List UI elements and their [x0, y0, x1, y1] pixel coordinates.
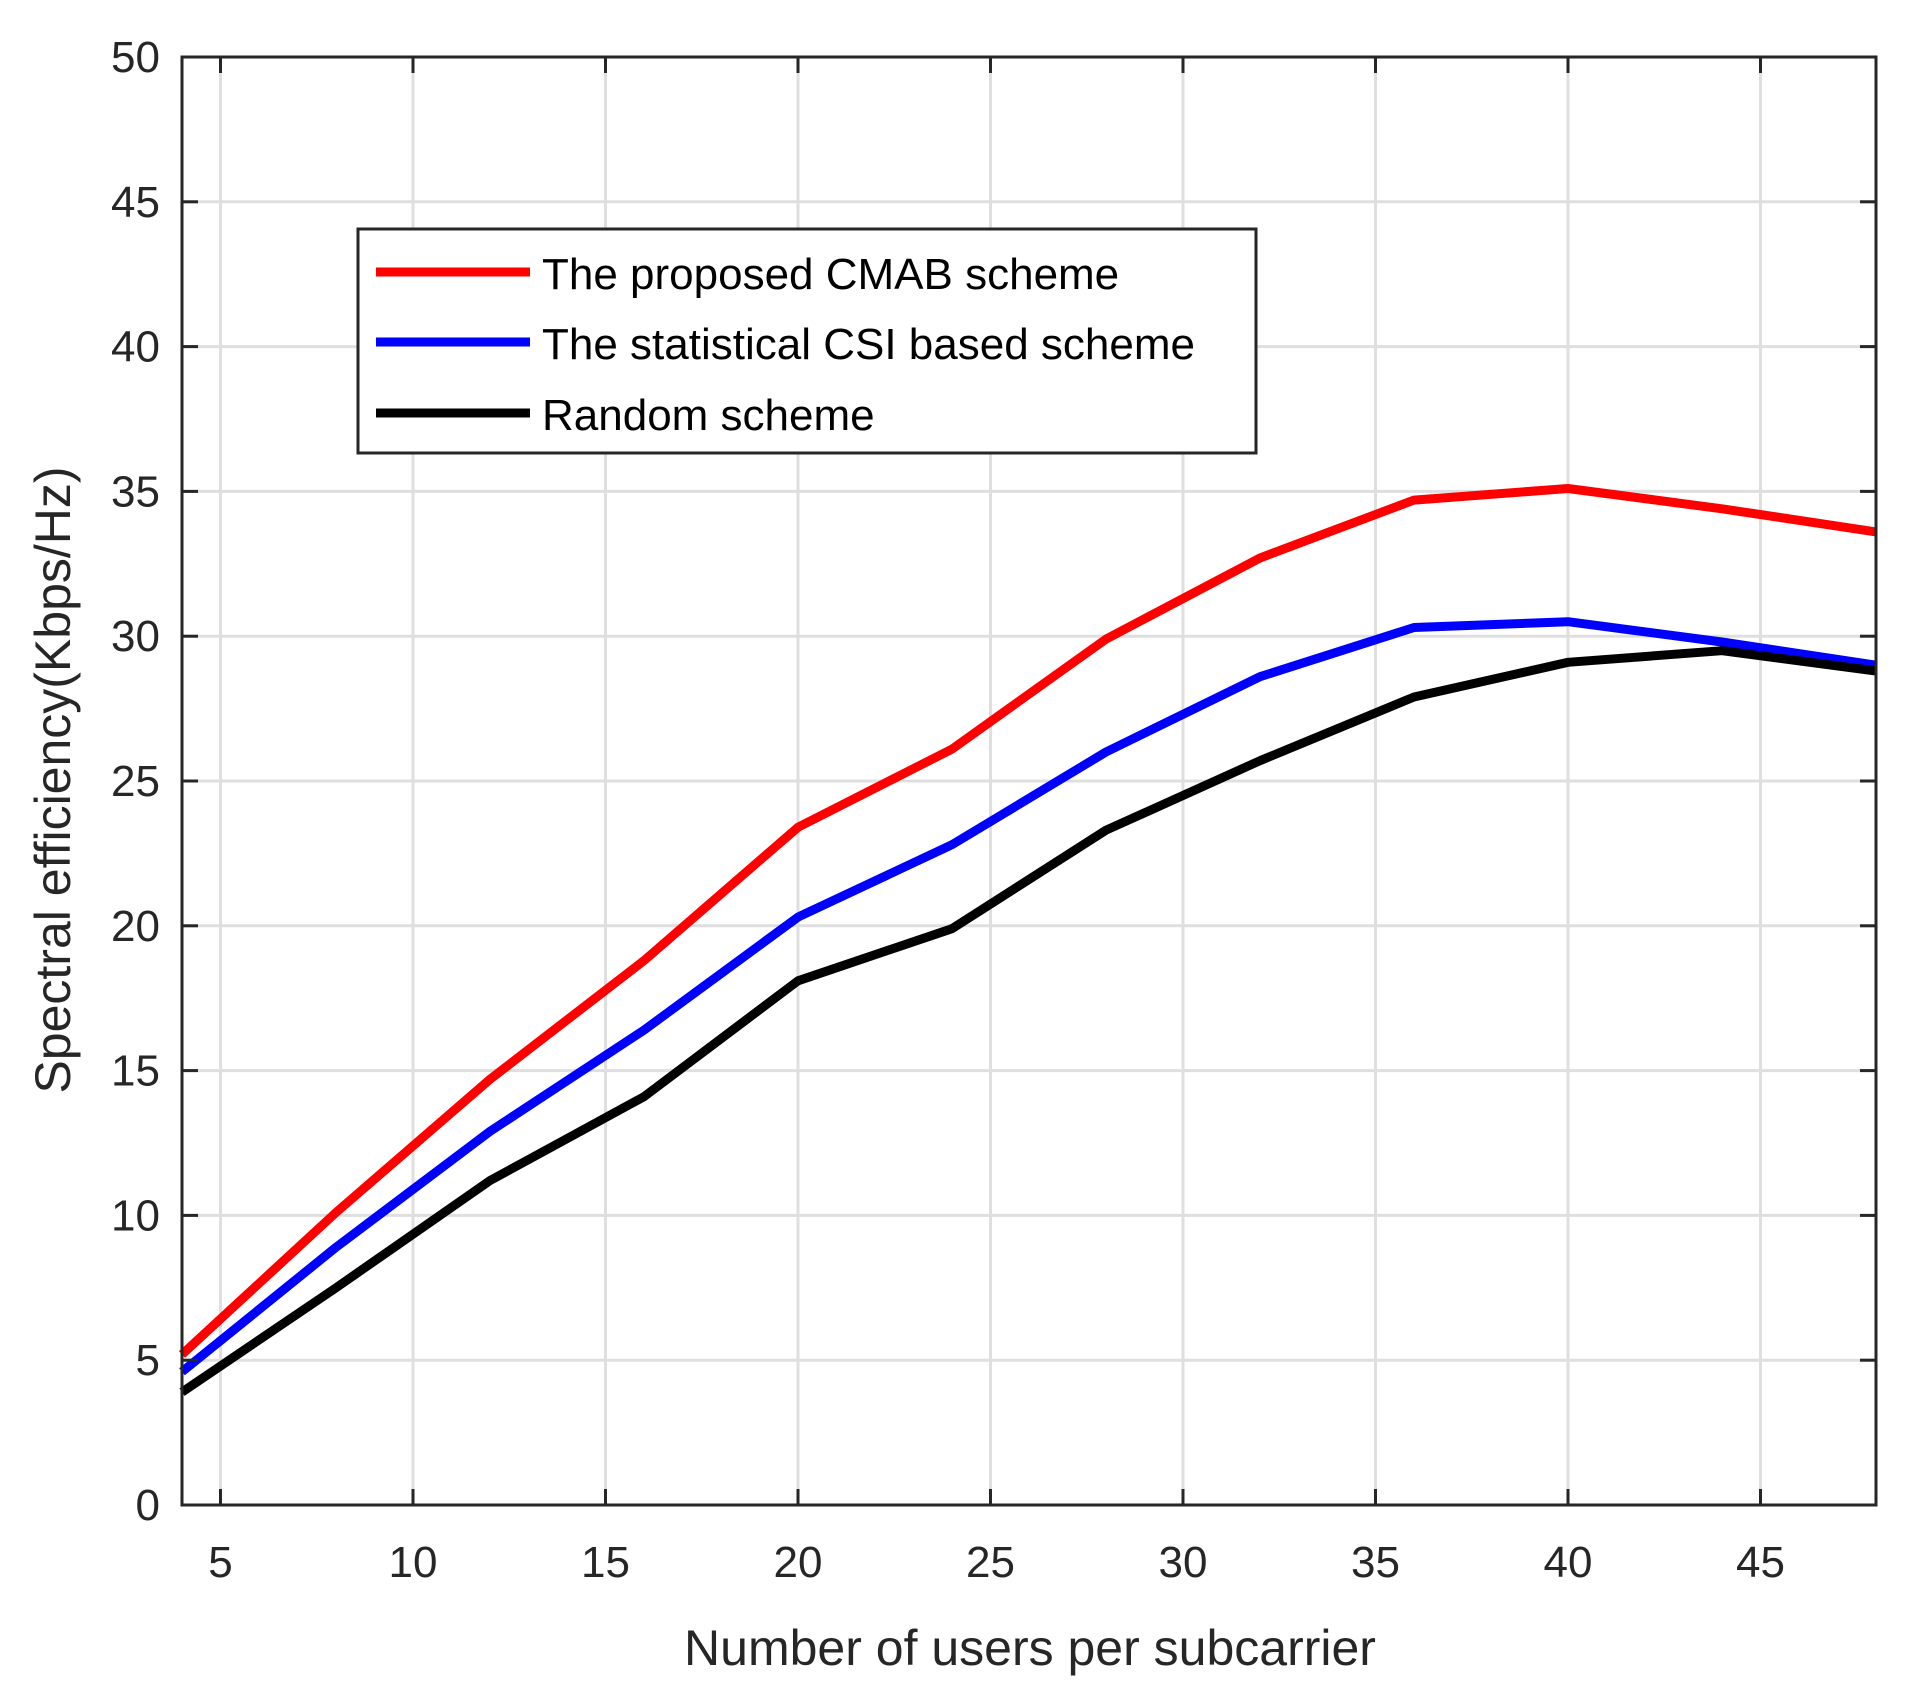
y-axis-title: Spectral efficiency(Kbps/Hz): [25, 466, 81, 1093]
y-tick-labels: 0 5 10 15 20 25 30 35 40 45 50: [111, 33, 160, 1530]
axis-ticks: [182, 55, 1876, 1507]
x-tick-label: 20: [774, 1538, 823, 1587]
x-axis-title: Number of users per subcarrier: [684, 1620, 1376, 1676]
legend-entry-random[interactable]: Random scheme: [376, 391, 875, 440]
y-tick-label: 10: [111, 1191, 160, 1240]
x-tick-label: 5: [208, 1538, 232, 1587]
x-tick-label: 10: [389, 1538, 438, 1587]
y-tick-label: 15: [111, 1047, 160, 1096]
x-tick-label: 15: [581, 1538, 630, 1587]
y-tick-label: 20: [111, 902, 160, 951]
x-tick-label: 45: [1736, 1538, 1785, 1587]
x-tick-label: 40: [1544, 1538, 1593, 1587]
y-tick-label: 5: [136, 1336, 160, 1385]
legend-entry-statistical-csi[interactable]: The statistical CSI based scheme: [376, 320, 1195, 369]
series-line-statistical-csi: [179, 617, 1877, 1376]
legend-label-cmab: The proposed CMAB scheme: [542, 250, 1119, 299]
legend[interactable]: The proposed CMAB scheme The statistical…: [356, 227, 1258, 455]
y-tick-label: 35: [111, 467, 160, 516]
series-lines: [178, 484, 1877, 1396]
legend-entry-cmab[interactable]: The proposed CMAB scheme: [376, 250, 1119, 299]
series-line-random: [179, 646, 1877, 1396]
y-tick-label: 50: [111, 33, 160, 82]
x-tick-label: 30: [1159, 1538, 1208, 1587]
y-tick-label: 0: [136, 1481, 160, 1530]
x-tick-labels: 5 10 15 20 25 30 35 40 45: [208, 1538, 1785, 1587]
x-tick-label: 25: [966, 1538, 1015, 1587]
y-tick-label: 30: [111, 612, 160, 661]
series-line-cmab: [178, 484, 1877, 1358]
legend-label-random: Random scheme: [542, 391, 875, 440]
legend-label-statistical-csi: The statistical CSI based scheme: [542, 320, 1195, 369]
x-tick-label: 35: [1351, 1538, 1400, 1587]
y-tick-label: 25: [111, 757, 160, 806]
y-tick-label: 45: [111, 178, 160, 227]
y-tick-label: 40: [111, 323, 160, 372]
